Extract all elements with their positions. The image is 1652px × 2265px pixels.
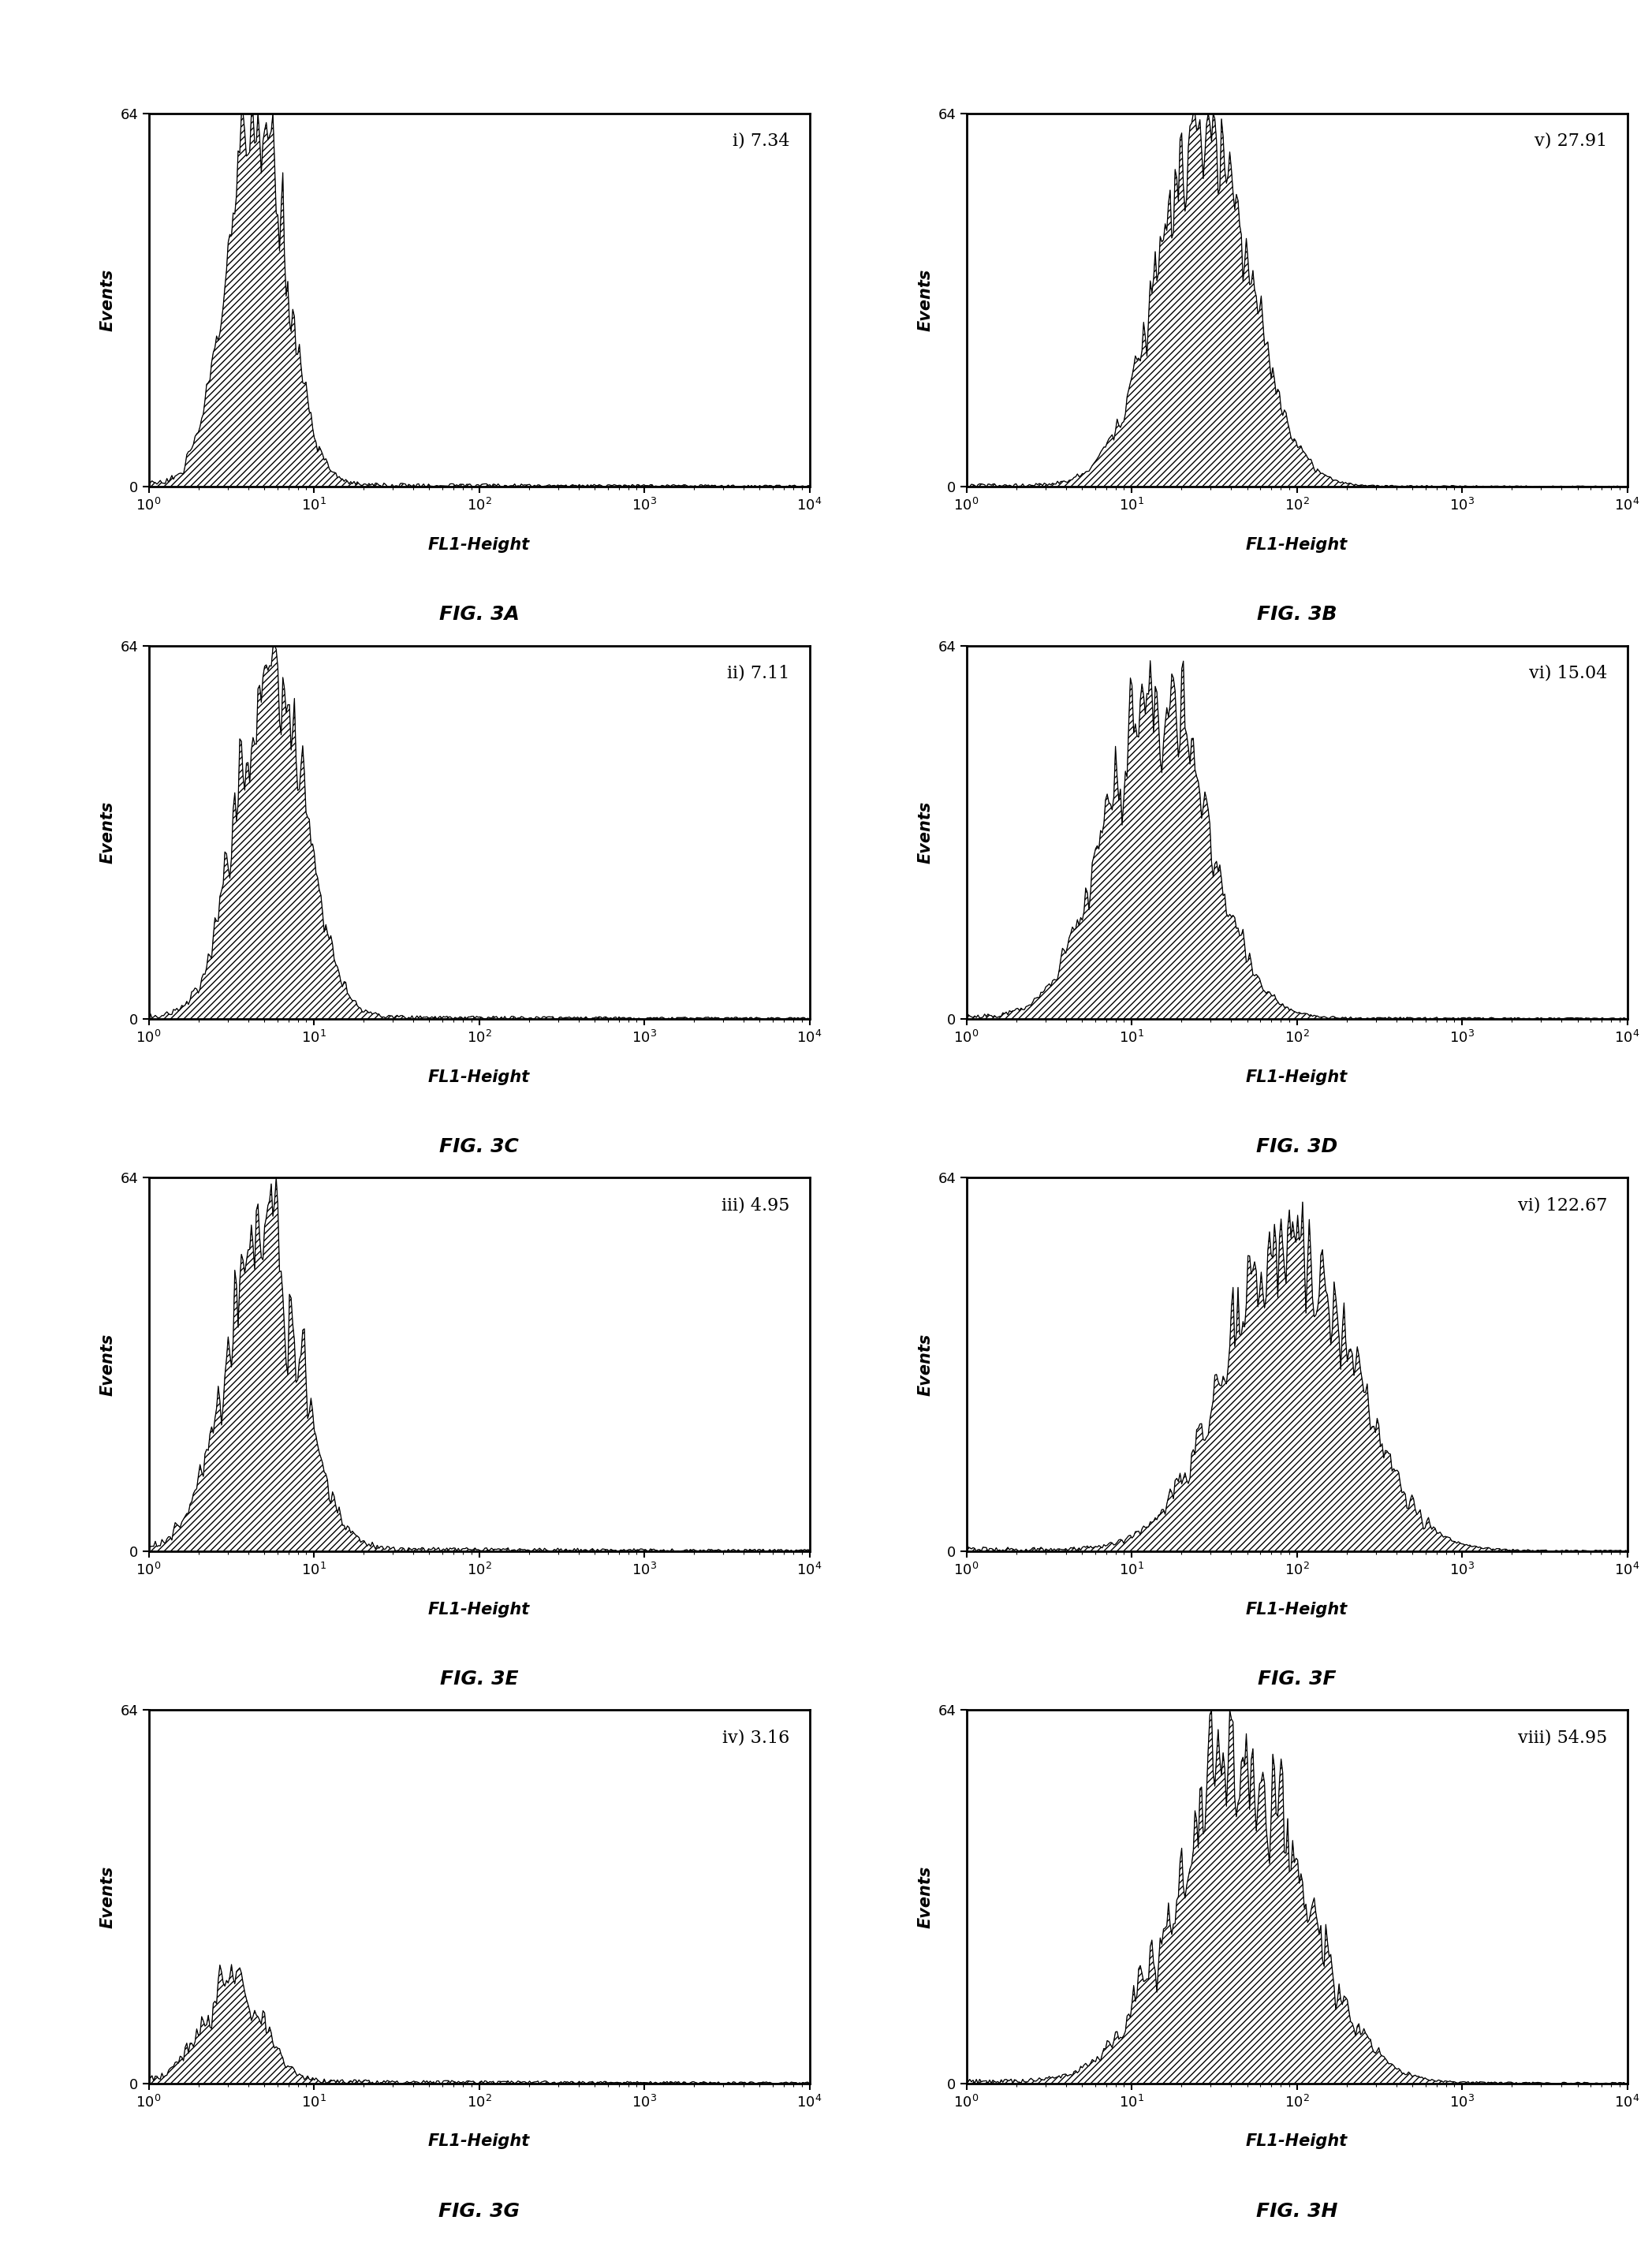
- Text: i) 7.34: i) 7.34: [732, 131, 790, 149]
- Text: FIG. 3B: FIG. 3B: [1257, 605, 1336, 623]
- Text: FL1-Height: FL1-Height: [428, 537, 530, 553]
- Text: FIG. 3F: FIG. 3F: [1257, 1669, 1336, 1687]
- Text: FL1-Height: FL1-Height: [1246, 537, 1348, 553]
- Y-axis label: Events: Events: [919, 1334, 933, 1395]
- Text: FL1-Height: FL1-Height: [1246, 2134, 1348, 2149]
- Y-axis label: Events: Events: [919, 270, 933, 331]
- Text: FL1-Height: FL1-Height: [428, 1601, 530, 1617]
- Y-axis label: Events: Events: [101, 1334, 116, 1395]
- Text: FIG. 3E: FIG. 3E: [439, 1669, 519, 1687]
- Text: ii) 7.11: ii) 7.11: [727, 664, 790, 682]
- Text: viii) 54.95: viii) 54.95: [1518, 1728, 1607, 1746]
- Text: FIG. 3C: FIG. 3C: [439, 1137, 519, 1155]
- Text: v) 27.91: v) 27.91: [1535, 131, 1607, 149]
- Y-axis label: Events: Events: [919, 802, 933, 863]
- Text: FL1-Height: FL1-Height: [428, 2134, 530, 2149]
- Text: FIG. 3A: FIG. 3A: [439, 605, 519, 623]
- Text: FL1-Height: FL1-Height: [1246, 1069, 1348, 1085]
- Y-axis label: Events: Events: [101, 802, 116, 863]
- Text: FIG. 3H: FIG. 3H: [1256, 2202, 1338, 2220]
- Text: iii) 4.95: iii) 4.95: [722, 1196, 790, 1214]
- Y-axis label: Events: Events: [101, 270, 116, 331]
- Y-axis label: Events: Events: [101, 1866, 116, 1928]
- Text: FL1-Height: FL1-Height: [1246, 1601, 1348, 1617]
- Text: iv) 3.16: iv) 3.16: [722, 1728, 790, 1746]
- Text: vi) 15.04: vi) 15.04: [1530, 664, 1607, 682]
- Text: vi) 122.67: vi) 122.67: [1518, 1196, 1607, 1214]
- Text: FIG. 3D: FIG. 3D: [1256, 1137, 1338, 1155]
- Text: FL1-Height: FL1-Height: [428, 1069, 530, 1085]
- Text: FIG. 3G: FIG. 3G: [438, 2202, 520, 2220]
- Y-axis label: Events: Events: [919, 1866, 933, 1928]
